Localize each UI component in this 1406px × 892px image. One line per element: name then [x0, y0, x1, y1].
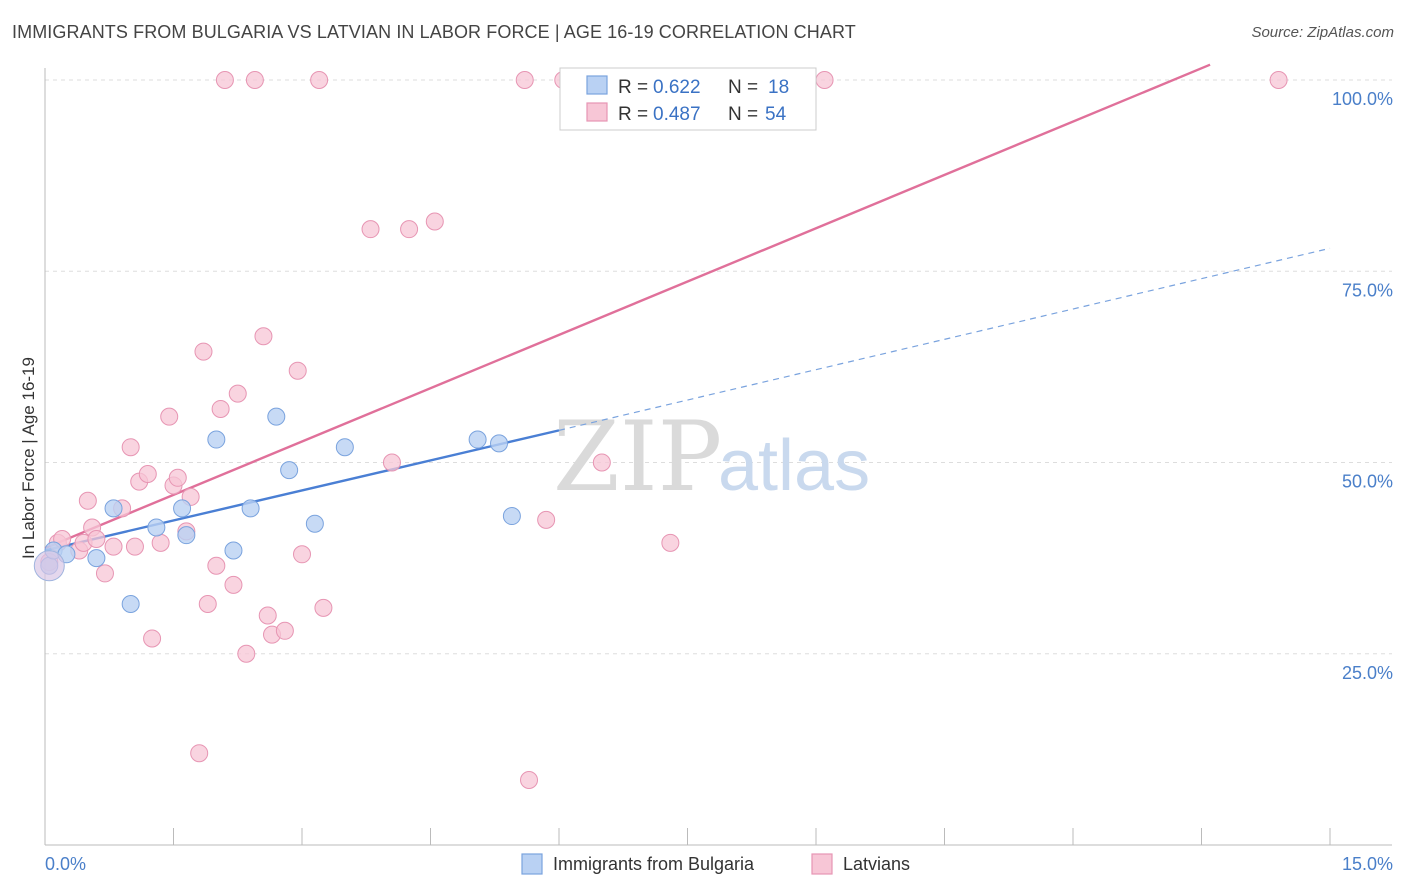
point-latvians: [293, 545, 311, 564]
point-latvians: [125, 537, 144, 556]
point-bulgaria: [104, 499, 123, 518]
point-cluster-origin: [33, 550, 65, 582]
gridlines: [45, 79, 1392, 655]
point-latvians: [87, 530, 106, 548]
point-bulgaria: [241, 499, 260, 518]
point-latvians: [237, 644, 256, 663]
stats-legend: R = 0.622 N = 18 R = 0.487 N = 54: [559, 67, 817, 131]
point-latvians: [168, 468, 187, 487]
point-latvians: [160, 407, 179, 426]
point-latvians: [104, 537, 123, 556]
point-latvians: [275, 621, 294, 640]
point-bulgaria: [280, 461, 299, 480]
point-latvians: [95, 564, 114, 583]
axes: [44, 68, 1392, 846]
point-latvians: [310, 71, 329, 89]
series-swatch-latvians: [811, 853, 833, 875]
point-bulgaria: [173, 499, 192, 518]
data-points: [33, 71, 1288, 789]
watermark-zip: ZIP: [553, 401, 722, 513]
trend-lines: [44, 63, 1331, 552]
watermark: ZIP atlas: [553, 401, 870, 513]
point-bulgaria: [502, 507, 521, 526]
y-tick-label: 75.0%: [1342, 280, 1393, 300]
point-latvians: [288, 361, 307, 380]
legend-r-label-2: R =: [618, 104, 648, 125]
y-tick-label: 100.0%: [1332, 89, 1393, 109]
x-tick-label-max: 15.0%: [1342, 854, 1393, 874]
trend-line-bulgaria: [44, 429, 560, 552]
trend-line-bulgaria-extension: [558, 247, 1331, 431]
point-bulgaria: [267, 407, 286, 426]
point-latvians: [121, 438, 140, 457]
point-latvians: [537, 510, 556, 529]
legend-n-value-2: 54: [765, 104, 787, 125]
point-latvians: [224, 575, 243, 594]
point-latvians: [592, 453, 611, 472]
legend-n-value-1: 18: [768, 77, 789, 98]
point-latvians: [198, 595, 217, 614]
point-latvians: [143, 629, 162, 648]
point-latvians: [520, 770, 539, 789]
point-latvians: [314, 598, 333, 617]
point-latvians: [382, 453, 401, 472]
point-latvians: [515, 71, 534, 89]
series-swatch-bulgaria: [521, 853, 543, 875]
point-bulgaria: [224, 541, 243, 560]
point-latvians: [207, 556, 226, 575]
point-bulgaria: [147, 518, 166, 537]
point-latvians: [425, 212, 444, 231]
point-latvians: [215, 71, 234, 89]
series-legend: Immigrants from Bulgaria Latvians: [521, 853, 910, 875]
legend-swatch-blue: [586, 75, 608, 95]
point-bulgaria: [121, 595, 140, 614]
y-tick-label: 25.0%: [1342, 663, 1393, 683]
source-credit: Source: ZipAtlas.com: [1251, 24, 1394, 41]
point-latvians: [194, 342, 213, 361]
y-tick-label: 50.0%: [1342, 472, 1393, 492]
point-latvians: [228, 384, 247, 403]
chart-title: IMMIGRANTS FROM BULGARIA VS LATVIAN IN L…: [12, 22, 856, 42]
x-tick-label-min: 0.0%: [45, 854, 86, 874]
point-latvians: [190, 744, 209, 763]
point-latvians: [258, 606, 277, 625]
legend-r-value-1: 0.622: [653, 77, 701, 98]
point-bulgaria: [305, 514, 324, 533]
legend-n-label-2: N =: [728, 104, 758, 125]
legend-r-label-1: R =: [618, 77, 648, 98]
point-bulgaria: [87, 549, 106, 568]
point-latvians: [400, 220, 419, 239]
point-latvians: [815, 71, 834, 89]
point-bulgaria: [207, 430, 226, 449]
point-latvians: [661, 533, 680, 552]
point-latvians: [1269, 71, 1288, 89]
series-label-bulgaria: Immigrants from Bulgaria: [553, 854, 755, 874]
trend-line-latvians: [44, 63, 1211, 550]
point-latvians: [138, 464, 157, 483]
y-axis-label: In Labor Force | Age 16-19: [19, 357, 38, 559]
point-bulgaria: [468, 430, 487, 449]
point-latvians: [151, 533, 170, 552]
legend-n-label-1: N =: [728, 77, 758, 98]
tick-labels: 25.0% 50.0% 75.0% 100.0% 0.0% 15.0%: [45, 89, 1393, 874]
legend-r-value-2: 0.487: [653, 104, 701, 125]
point-latvians: [211, 399, 230, 418]
watermark-atlas: atlas: [718, 426, 870, 506]
point-bulgaria: [177, 526, 196, 545]
point-latvians: [361, 220, 380, 239]
point-bulgaria: [490, 434, 509, 453]
point-bulgaria: [335, 438, 354, 457]
series-label-latvians: Latvians: [843, 854, 910, 874]
legend-swatch-pink: [586, 102, 608, 122]
point-latvians: [78, 491, 97, 510]
point-latvians: [245, 71, 264, 89]
point-latvians: [254, 327, 273, 346]
